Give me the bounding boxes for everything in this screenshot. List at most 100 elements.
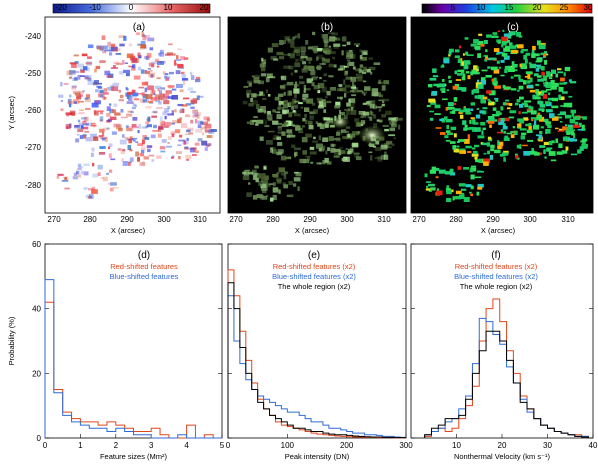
map-b-patch	[339, 65, 346, 71]
map-c-patch	[501, 36, 507, 42]
map-c-patch	[565, 124, 568, 126]
map-c-patch	[568, 95, 573, 98]
map-b-patch	[323, 109, 327, 113]
map-b-patch	[276, 136, 282, 140]
map-a-patch	[160, 150, 166, 153]
map-b-patch	[348, 61, 355, 66]
map-a-patch	[168, 43, 173, 46]
map-b-patch	[345, 148, 348, 150]
map-a-patch	[151, 90, 156, 94]
map-c-patch	[544, 60, 547, 65]
map-a-patch	[77, 168, 82, 170]
map-c-patch	[483, 40, 488, 44]
map-a-patch	[115, 48, 121, 51]
map-b-patch	[282, 110, 287, 115]
map-c-patch	[521, 63, 526, 69]
map-a-patch	[169, 71, 174, 75]
map-c-patch	[555, 116, 563, 119]
map-b-patch	[323, 40, 329, 43]
map-a-patch	[195, 118, 198, 124]
map-b-patch	[334, 148, 341, 153]
map-b-patch	[263, 166, 267, 170]
map-b-patch	[317, 48, 323, 52]
map-b-patch	[280, 172, 286, 176]
map-c-patch	[552, 116, 559, 121]
map-a-patch	[202, 121, 208, 126]
map-c-patch	[446, 106, 453, 110]
map-b-patch	[302, 93, 309, 98]
map-b-patch	[313, 136, 316, 140]
map-c-patch	[491, 78, 496, 82]
map-b-patch	[373, 104, 377, 110]
map-c-patch	[559, 111, 566, 116]
series-line	[227, 295, 407, 438]
map-b-patch	[356, 131, 359, 134]
map-b-patch	[338, 149, 342, 156]
map-c-patch	[539, 104, 546, 108]
map-c-patch	[550, 159, 557, 162]
legend-entry: The whole region (x2)	[278, 282, 351, 291]
map-a-patch	[173, 60, 176, 64]
map-c-patch	[475, 86, 479, 89]
map-c-patch	[474, 46, 481, 49]
map-a-patch	[85, 194, 91, 199]
map-c-patch	[500, 117, 505, 122]
map-a-patch	[206, 117, 210, 122]
map-b-patch	[359, 111, 363, 114]
map-a-xlabel: X (arcsec)	[111, 226, 146, 235]
colorbar-c-tick: 10	[477, 3, 486, 12]
map-c-patch	[524, 103, 528, 108]
map-a-patch	[164, 108, 170, 113]
map-a-patch	[180, 71, 185, 75]
map-b-patch	[243, 170, 249, 176]
map-c-patch	[463, 127, 468, 131]
map-b-patch	[251, 93, 257, 98]
map-b-patch	[371, 88, 379, 92]
map-c-patch	[453, 148, 459, 153]
map-a-patch	[126, 53, 134, 59]
map-c-patch	[577, 149, 582, 154]
map-c-patch	[437, 188, 439, 191]
map-b-patch	[326, 49, 330, 55]
map-b-patch	[281, 123, 289, 127]
map-b-patch	[267, 184, 271, 188]
map-b-patch	[311, 77, 318, 81]
map-a-patch	[82, 122, 87, 125]
map-b-patch	[355, 73, 363, 78]
map-a-patch	[162, 93, 170, 98]
map-b-patch	[295, 58, 299, 62]
map-a-patch	[160, 49, 164, 54]
map-b-patch	[346, 52, 354, 58]
map-c-patch	[497, 145, 502, 150]
map-a-patch	[186, 137, 189, 141]
map-c-patch	[475, 114, 481, 119]
map-c-patch	[457, 69, 464, 73]
map-b-patch	[277, 131, 284, 134]
colorbar-c	[421, 3, 593, 14]
map-b-patch	[277, 111, 281, 114]
colorbar-a-tick: -20	[55, 3, 67, 12]
map-b-patch	[319, 123, 325, 130]
map-c-patch	[512, 64, 518, 68]
map-c-patch	[428, 183, 435, 187]
map-c-patch	[508, 116, 515, 119]
panel-a: -20 -10 0 10 20 (a) -240 -250 -260 -270 …	[7, 3, 221, 235]
map-a-patch	[84, 130, 90, 133]
map-a-patch	[121, 116, 128, 119]
map-b-patch	[373, 114, 376, 119]
map-c-patch	[500, 59, 505, 63]
map-a-patch	[99, 146, 106, 149]
map-a-patch	[167, 106, 171, 109]
map-c-patch	[483, 161, 489, 166]
map-b-patch	[335, 137, 341, 142]
map-b-patch	[261, 185, 268, 191]
map-c-patch	[503, 150, 509, 154]
map-b-patch	[294, 113, 301, 117]
map-a-patch	[171, 95, 178, 100]
map-a-patch	[195, 150, 199, 153]
map-b-patch	[279, 39, 284, 45]
map-a-patch	[120, 94, 124, 99]
map-c-patch	[455, 190, 462, 195]
map-b-patch	[262, 93, 266, 97]
map-c-patch	[489, 90, 496, 96]
